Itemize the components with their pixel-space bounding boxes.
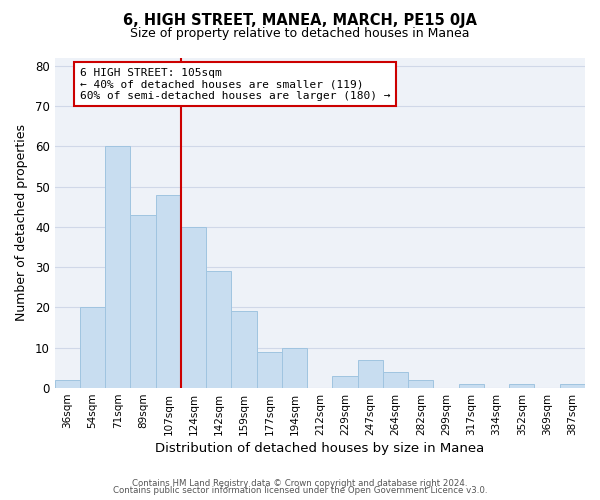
X-axis label: Distribution of detached houses by size in Manea: Distribution of detached houses by size … [155,442,484,455]
Text: Size of property relative to detached houses in Manea: Size of property relative to detached ho… [130,28,470,40]
Bar [206,271,232,388]
Bar [181,227,206,388]
Text: Contains HM Land Registry data © Crown copyright and database right 2024.: Contains HM Land Registry data © Crown c… [132,478,468,488]
Bar [509,384,535,388]
Bar [55,380,80,388]
Bar [560,384,585,388]
Bar [408,380,433,388]
Bar [232,312,257,388]
Bar [459,384,484,388]
Bar [358,360,383,388]
Bar [282,348,307,388]
Text: 6 HIGH STREET: 105sqm
← 40% of detached houses are smaller (119)
60% of semi-det: 6 HIGH STREET: 105sqm ← 40% of detached … [80,68,391,101]
Text: Contains public sector information licensed under the Open Government Licence v3: Contains public sector information licen… [113,486,487,495]
Bar [80,308,105,388]
Bar [383,372,408,388]
Y-axis label: Number of detached properties: Number of detached properties [15,124,28,322]
Bar [130,214,155,388]
Bar [332,376,358,388]
Bar [155,194,181,388]
Bar [257,352,282,388]
Bar [105,146,130,388]
Text: 6, HIGH STREET, MANEA, MARCH, PE15 0JA: 6, HIGH STREET, MANEA, MARCH, PE15 0JA [123,12,477,28]
